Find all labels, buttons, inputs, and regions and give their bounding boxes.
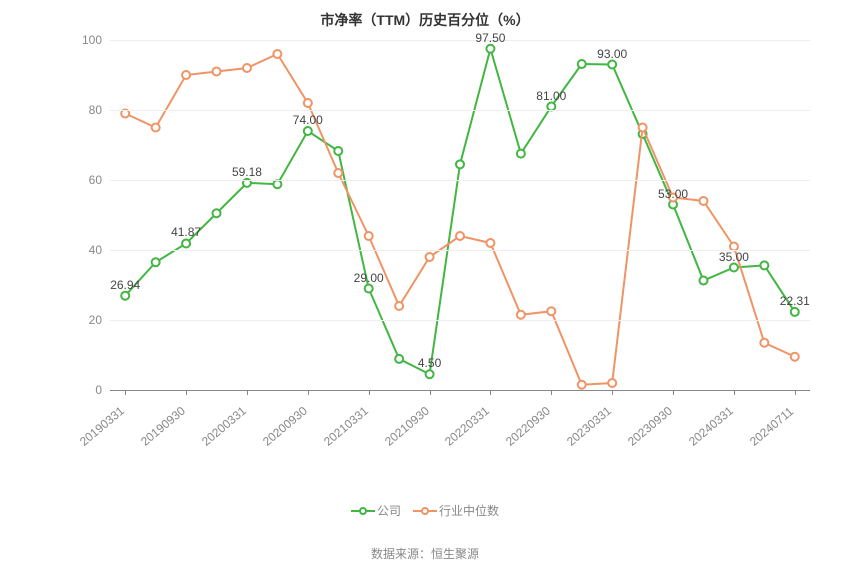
data-point (182, 239, 190, 247)
data-point (699, 197, 707, 205)
data-point (486, 45, 494, 53)
data-label: 35.00 (719, 250, 749, 264)
data-point (365, 285, 373, 293)
x-axis-label: 20240711 (747, 404, 796, 448)
company-line (125, 49, 795, 375)
y-axis-label: 0 (70, 383, 102, 397)
data-label: 41.87 (171, 225, 201, 239)
y-axis-label: 40 (70, 243, 102, 257)
chart-lines (110, 40, 810, 390)
data-point (791, 353, 799, 361)
legend-item-industry[interactable]: 行业中位数 (413, 502, 499, 519)
data-label: 93.00 (597, 47, 627, 61)
x-axis-label: 20220930 (503, 404, 553, 449)
data-point (791, 308, 799, 316)
chart-title: 市净率（TTM）历史百分位（%） (0, 0, 850, 30)
y-axis-label: 80 (70, 103, 102, 117)
data-point (304, 127, 312, 135)
data-label: 29.00 (354, 271, 384, 285)
data-point (213, 68, 221, 76)
data-point (365, 232, 373, 240)
x-axis-label: 20200331 (199, 404, 249, 449)
data-point (578, 60, 586, 68)
data-point (395, 355, 403, 363)
data-label: 74.00 (293, 113, 323, 127)
plot-area: 0204060801002019033120190930202003312020… (110, 40, 810, 390)
data-point (304, 99, 312, 107)
x-axis-label: 20190331 (77, 404, 127, 449)
data-point (152, 258, 160, 266)
data-label: 97.50 (475, 31, 505, 45)
data-point (456, 160, 464, 168)
data-point (334, 147, 342, 155)
legend-label: 行业中位数 (439, 502, 499, 519)
data-point (395, 302, 403, 310)
x-axis-label: 20230930 (625, 404, 675, 449)
data-point (213, 209, 221, 217)
x-axis-label: 20210331 (321, 404, 371, 449)
legend: 公司 行业中位数 (0, 502, 850, 519)
data-point (273, 180, 281, 188)
data-point (760, 261, 768, 269)
y-axis-label: 100 (70, 33, 102, 47)
data-point (608, 61, 616, 69)
data-point (456, 232, 464, 240)
y-axis-label: 20 (70, 313, 102, 327)
data-point (243, 64, 251, 72)
data-point (152, 124, 160, 132)
data-point (760, 339, 768, 347)
data-label: 59.18 (232, 165, 262, 179)
data-label: 53.00 (658, 187, 688, 201)
data-point (547, 307, 555, 315)
x-axis-label: 20230331 (564, 404, 614, 449)
pb-percentile-chart: 市净率（TTM）历史百分位（%） 02040608010020190331201… (0, 0, 850, 575)
data-point (182, 71, 190, 79)
data-point (273, 50, 281, 58)
data-label: 22.31 (780, 294, 810, 308)
data-point (517, 311, 525, 319)
data-point (334, 169, 342, 177)
data-label: 81.00 (536, 89, 566, 103)
data-point (121, 292, 129, 300)
data-point (426, 370, 434, 378)
y-axis-label: 60 (70, 173, 102, 187)
x-axis-label: 20190930 (138, 404, 188, 449)
data-point (578, 381, 586, 389)
data-source: 数据来源：恒生聚源 (0, 545, 850, 562)
data-point (486, 239, 494, 247)
x-axis-label: 20200930 (260, 404, 310, 449)
x-axis-label: 20220331 (442, 404, 492, 449)
data-point (517, 150, 525, 158)
data-point (730, 264, 738, 272)
data-label: 4.50 (418, 356, 441, 370)
x-axis-label: 20240331 (686, 404, 736, 449)
data-label: 26.94 (110, 278, 140, 292)
data-point (639, 124, 647, 132)
data-point (426, 253, 434, 261)
data-point (699, 277, 707, 285)
industry-median-line (125, 54, 795, 385)
x-axis-label: 20210930 (382, 404, 432, 449)
data-point (608, 379, 616, 387)
legend-label: 公司 (377, 502, 401, 519)
legend-item-company[interactable]: 公司 (351, 502, 401, 519)
